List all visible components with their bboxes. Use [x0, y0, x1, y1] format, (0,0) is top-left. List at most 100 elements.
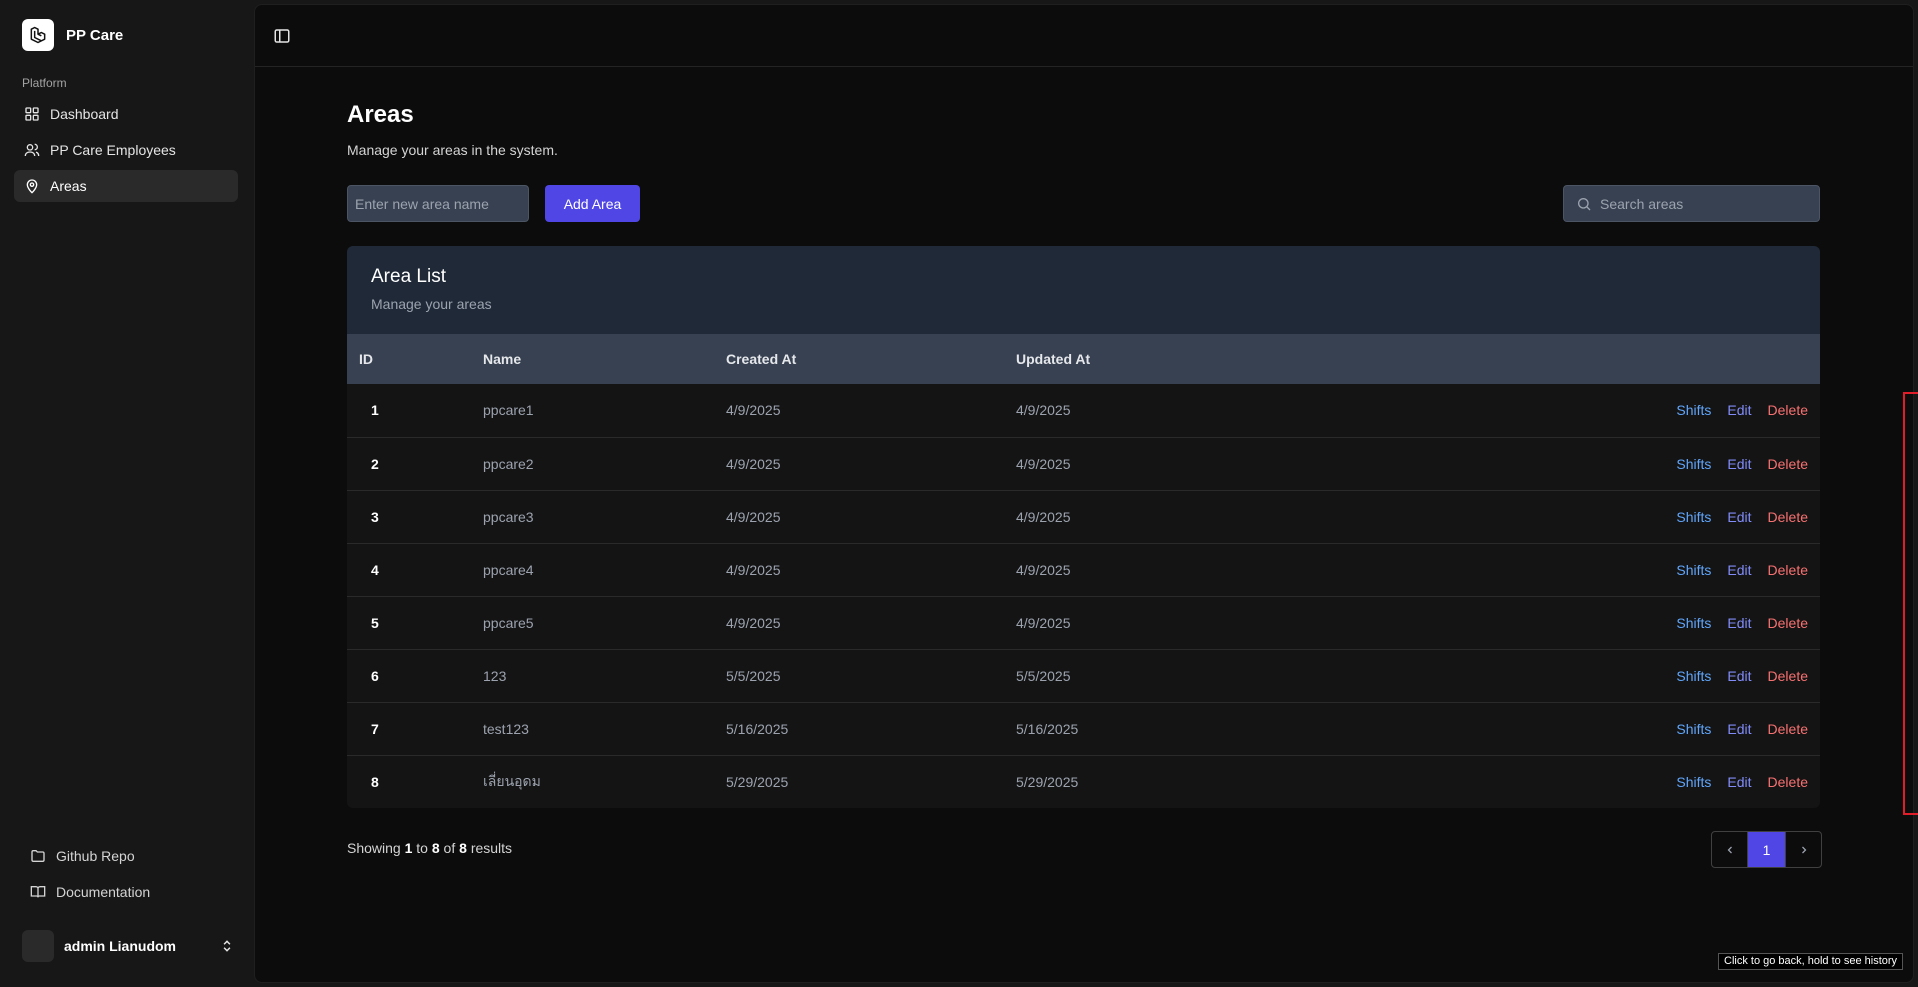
- cell-updated-at: 5/5/2025: [1016, 667, 1071, 684]
- sidebar: PP Care Platform Dashboard PP Care Emplo…: [0, 0, 254, 987]
- chevron-left-icon: [1727, 846, 1732, 853]
- cell-created-at: 4/9/2025: [726, 402, 781, 419]
- cell-actions: Shifts Edit Delete: [1271, 755, 1820, 808]
- card-subtitle: Manage your areas: [371, 296, 492, 312]
- cell-id: 8: [371, 773, 379, 790]
- brand[interactable]: PP Care: [22, 19, 123, 51]
- topbar: [255, 5, 1913, 67]
- cell-id: 4: [371, 561, 379, 578]
- github-repo-link[interactable]: Github Repo: [22, 840, 232, 872]
- shifts-link[interactable]: Shifts: [1676, 402, 1712, 419]
- page-button-current[interactable]: 1: [1748, 832, 1785, 867]
- edit-link[interactable]: Edit: [1727, 455, 1752, 472]
- cell-updated-at: 4/9/2025: [1016, 561, 1071, 578]
- edit-link[interactable]: Edit: [1727, 561, 1752, 578]
- sidebar-item-dashboard[interactable]: Dashboard: [14, 98, 238, 130]
- results-to-word: to: [416, 840, 428, 856]
- search-input[interactable]: [1600, 195, 1810, 212]
- sidebar-item-label: Areas: [50, 178, 87, 194]
- table-row: 8 เลี่ยนอุดม 5/29/2025 5/29/2025 Shifts Edit D…: [347, 755, 1820, 808]
- delete-link[interactable]: Delete: [1767, 720, 1808, 737]
- results-summary: Showing 1 to 8 of 8 results: [347, 840, 512, 856]
- cell-updated-at: 5/29/2025: [1016, 773, 1079, 790]
- header-id: ID: [359, 351, 373, 367]
- edit-link[interactable]: Edit: [1727, 667, 1752, 684]
- shifts-link[interactable]: Shifts: [1676, 561, 1712, 578]
- table-header-row: ID Name Created At Updated At: [347, 334, 1820, 384]
- prev-page-button[interactable]: [1712, 832, 1748, 867]
- edit-link[interactable]: Edit: [1727, 614, 1752, 631]
- search-icon: [1578, 197, 1591, 210]
- shifts-link[interactable]: Shifts: [1676, 508, 1712, 525]
- annotation-highlight-box: [1903, 392, 1918, 815]
- cell-created-at: 4/9/2025: [726, 508, 781, 525]
- delete-link[interactable]: Delete: [1767, 614, 1808, 631]
- documentation-link[interactable]: Documentation: [22, 876, 232, 908]
- cell-actions: Shifts Edit Delete: [1271, 384, 1820, 437]
- delete-link[interactable]: Delete: [1767, 402, 1808, 419]
- cell-actions: Shifts Edit Delete: [1271, 543, 1820, 596]
- table-row: 3 ppcare3 4/9/2025 4/9/2025 Shifts Edit Delete: [347, 490, 1820, 543]
- search-box[interactable]: [1563, 185, 1820, 222]
- sidebar-toggle-icon[interactable]: [273, 27, 291, 45]
- cell-actions: Shifts Edit Delete: [1271, 490, 1820, 543]
- delete-link[interactable]: Delete: [1767, 455, 1808, 472]
- chevrons-up-down-icon: [223, 940, 231, 952]
- edit-link[interactable]: Edit: [1727, 402, 1752, 419]
- shifts-link[interactable]: Shifts: [1676, 667, 1712, 684]
- edit-link[interactable]: Edit: [1727, 773, 1752, 790]
- cell-name: 123: [483, 667, 507, 684]
- folder-icon: [31, 850, 45, 862]
- cell-name: ppcare4: [483, 561, 534, 578]
- cell-actions: Shifts Edit Delete: [1271, 437, 1820, 490]
- table-row: 7 test123 5/16/2025 5/16/2025 Shifts Edit Dele…: [347, 702, 1820, 755]
- cell-id: 2: [371, 455, 379, 472]
- main-content: Areas Manage your areas in the system. A…: [254, 4, 1918, 983]
- delete-link[interactable]: Delete: [1767, 667, 1808, 684]
- cell-id: 1: [371, 402, 379, 419]
- brand-name: PP Care: [66, 26, 124, 44]
- documentation-label: Documentation: [56, 884, 151, 900]
- cell-created-at: 5/5/2025: [726, 667, 781, 684]
- shifts-link[interactable]: Shifts: [1676, 614, 1712, 631]
- shifts-link[interactable]: Shifts: [1676, 455, 1712, 472]
- shifts-link[interactable]: Shifts: [1676, 773, 1712, 790]
- page-subtitle: Manage your areas in the system.: [347, 142, 558, 158]
- sidebar-item-label: PP Care Employees: [50, 142, 176, 158]
- cell-id: 3: [371, 508, 379, 525]
- cell-name: ppcare3: [483, 508, 534, 525]
- pagination: 1: [1711, 831, 1822, 868]
- edit-link[interactable]: Edit: [1727, 508, 1752, 525]
- card-header: Area List Manage your areas: [347, 246, 1820, 334]
- sidebar-item-employees[interactable]: PP Care Employees: [14, 134, 238, 166]
- table-row: 1 ppcare1 4/9/2025 4/9/2025 Shifts Edit Delete: [347, 384, 1820, 437]
- cell-id: 5: [371, 614, 379, 631]
- edit-link[interactable]: Edit: [1727, 720, 1752, 737]
- section-label: Platform: [22, 76, 67, 90]
- user-name: admin Lianudom: [64, 938, 176, 954]
- sidebar-nav: Dashboard PP Care Employees Areas: [14, 98, 238, 206]
- sidebar-item-areas[interactable]: Areas: [14, 170, 238, 202]
- next-page-button[interactable]: [1785, 832, 1821, 867]
- map-pin-icon: [26, 179, 38, 194]
- new-area-input[interactable]: [347, 185, 529, 222]
- delete-link[interactable]: Delete: [1767, 773, 1808, 790]
- header-name: Name: [483, 351, 522, 367]
- user-menu[interactable]: admin Lianudom: [22, 930, 234, 962]
- header-actions: [1271, 334, 1820, 384]
- table-row: 4 ppcare4 4/9/2025 4/9/2025 Shifts Edit Delete: [347, 543, 1820, 596]
- sidebar-footer: Github Repo Documentation: [22, 840, 232, 912]
- users-icon: [24, 143, 40, 157]
- delete-link[interactable]: Delete: [1767, 508, 1808, 525]
- shifts-link[interactable]: Shifts: [1676, 720, 1712, 737]
- cell-created-at: 4/9/2025: [726, 455, 781, 472]
- delete-link[interactable]: Delete: [1767, 561, 1808, 578]
- cell-updated-at: 5/16/2025: [1016, 720, 1079, 737]
- page-title: Areas: [347, 101, 414, 128]
- add-area-button[interactable]: Add Area: [545, 185, 640, 222]
- cell-actions: Shifts Edit Delete: [1271, 649, 1820, 702]
- cell-name: ppcare5: [483, 614, 534, 631]
- results-to: 8: [431, 840, 440, 856]
- sidebar-item-label: Dashboard: [50, 106, 119, 122]
